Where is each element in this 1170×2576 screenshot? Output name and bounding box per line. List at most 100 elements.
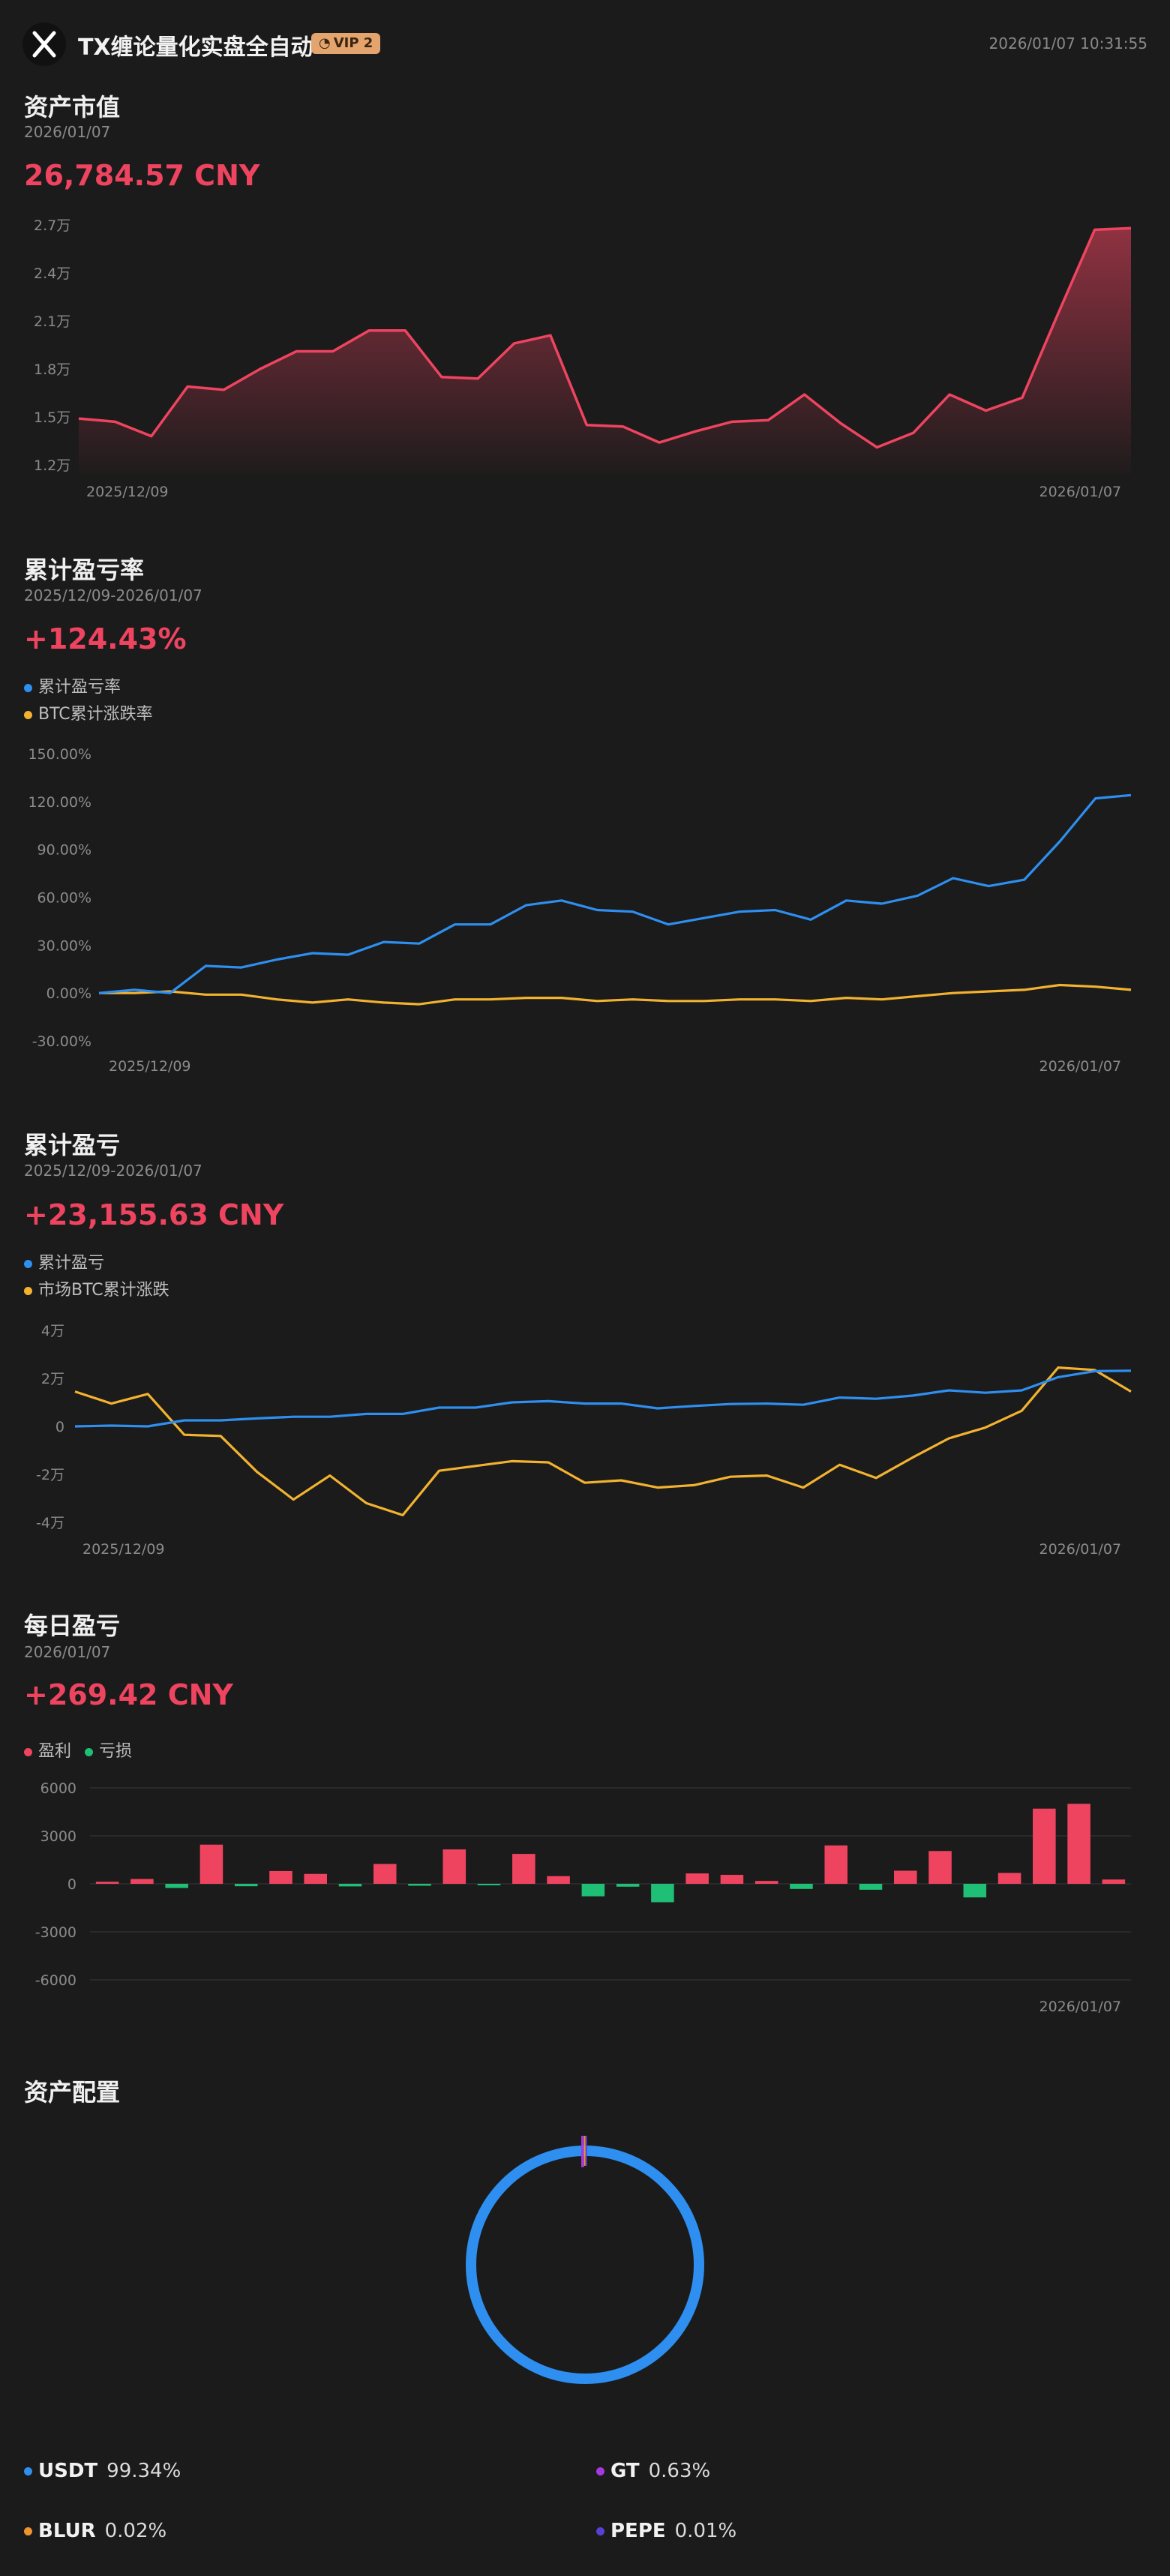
cum-pnl-chart: 4万 2万 0 -2万 -4万 2025/12/09 2026/01/07 — [36, 1323, 1132, 1558]
allocation-donut-chart — [466, 2136, 704, 2384]
allocation-pct: 0.02% — [104, 2520, 167, 2542]
y-tick-label: 3000 — [40, 1828, 76, 1845]
series-line — [74, 1369, 1132, 1428]
daily-bar — [304, 1873, 328, 1884]
allocation-name: GT — [610, 2460, 640, 2482]
donut-segment-blur — [584, 2136, 586, 2166]
daily-pnl-title: 每日盈亏 — [24, 1612, 121, 1640]
vip-label: VIP 2 — [333, 35, 374, 51]
legend-label: 市场BTC累计涨跌 — [38, 1281, 170, 1300]
cum-rate-date-range: 2025/12/09-2026/01/07 — [24, 586, 202, 604]
allocation-pct: 0.01% — [674, 2520, 737, 2542]
daily-bar — [200, 1844, 224, 1884]
daily-bar — [234, 1884, 258, 1887]
y-tick-label: 6000 — [40, 1780, 76, 1797]
daily-bar — [998, 1873, 1022, 1884]
x-logo-icon — [22, 22, 66, 66]
y-tick-label: 2.7万 — [34, 217, 70, 234]
legend-dot-icon — [85, 1747, 94, 1756]
y-tick-label: 150.00% — [28, 746, 92, 763]
legend-label: 盈利 — [38, 1742, 72, 1761]
y-tick-label: 1.5万 — [34, 409, 70, 426]
y-tick-label: 120.00% — [28, 794, 92, 811]
vip-icon: ◔ — [319, 35, 331, 51]
series-line — [78, 226, 1132, 449]
legend-profit: 盈利 — [24, 1738, 71, 1762]
legend-dot-icon — [24, 1747, 32, 1756]
y-tick-label: 2万 — [41, 1371, 64, 1387]
daily-bar — [963, 1884, 987, 1898]
y-tick-label: 1.8万 — [34, 361, 70, 378]
allocation-item-gt: GT 0.63% — [596, 2460, 710, 2482]
daily-bar — [477, 1884, 501, 1885]
x-tick-label: 2025/12/09 — [86, 484, 169, 500]
legend-dot-icon — [596, 2527, 604, 2536]
allocation-title: 资产配置 — [24, 2078, 121, 2107]
y-tick-label: 2.1万 — [34, 313, 70, 330]
asset-value-chart: 2.7万 2.4万 2.1万 1.8万 1.5万 1.2万 2025/12/09 2026/0… — [34, 217, 1132, 500]
daily-bar — [130, 1879, 154, 1884]
y-tick-label: 0 — [56, 1419, 64, 1435]
daily-bar — [581, 1884, 605, 1897]
legend-loss: 亏损 — [85, 1738, 132, 1762]
cum-rate-title: 累计盈亏率 — [24, 556, 145, 584]
daily-bar — [95, 1882, 119, 1884]
y-tick-label: 30.00% — [38, 937, 92, 954]
legend-dot-icon — [24, 710, 32, 719]
legend-label: 累计盈亏率 — [38, 678, 122, 697]
cum-rate-legend-2: BTC累计涨跌率 — [24, 700, 153, 724]
asset-value-amount: 26,784.57 CNY — [24, 159, 260, 192]
legend-label: 累计盈亏 — [38, 1254, 105, 1273]
daily-bar — [686, 1873, 709, 1884]
x-tick-label: 2025/12/09 — [82, 1541, 165, 1558]
daily-bar — [269, 1870, 292, 1884]
allocation-item-blur: BLUR 0.02% — [24, 2520, 166, 2542]
series-line — [98, 793, 1132, 994]
y-tick-label: 1.2万 — [34, 457, 70, 474]
daily-bar — [512, 1854, 536, 1884]
y-tick-label: -30.00% — [32, 1033, 92, 1050]
x-tick-label: 2026/01/07 — [1039, 1999, 1121, 2015]
allocation-name: USDT — [38, 2460, 98, 2482]
daily-bar — [720, 1875, 744, 1884]
legend-dot-icon — [24, 2527, 32, 2536]
y-tick-label: 2.4万 — [34, 265, 70, 282]
area-fill — [79, 228, 1131, 474]
x-tick-label: 2026/01/07 — [1039, 1058, 1121, 1075]
series-line — [74, 1366, 1132, 1516]
cum-pnl-legend-1: 累计盈亏 — [24, 1249, 104, 1273]
allocation-name: BLUR — [38, 2520, 96, 2542]
series-line — [99, 983, 1132, 1006]
y-tick-label: 4万 — [41, 1323, 64, 1339]
cum-pnl-legend-2: 市场BTC累计涨跌 — [24, 1276, 170, 1300]
legend-dot-icon — [24, 1259, 32, 1268]
legend-label: BTC累计涨跌率 — [38, 705, 153, 724]
allocation-pct: 99.34% — [106, 2460, 182, 2482]
asset-value-title: 资产市值 — [24, 93, 121, 121]
donut-segment-pepe — [585, 2136, 587, 2166]
timestamp: 2026/01/07 10:31:55 — [988, 34, 1148, 52]
legend-dot-icon — [596, 2467, 604, 2476]
cum-rate-chart: 150.00% 120.00% 90.00% 60.00% 30.00% 0.00% -30… — [28, 746, 1132, 1075]
y-tick-label: -3000 — [35, 1924, 76, 1941]
daily-bar — [338, 1884, 362, 1887]
cum-pnl-title: 累计盈亏 — [24, 1131, 121, 1159]
daily-bar — [442, 1849, 466, 1884]
daily-bar — [1033, 1808, 1056, 1884]
y-tick-label: 0 — [68, 1876, 76, 1893]
daily-bar — [616, 1884, 640, 1887]
y-tick-label: 60.00% — [38, 890, 92, 907]
y-tick-label: 0.00% — [46, 985, 92, 1002]
daily-bar — [928, 1851, 952, 1884]
daily-bar — [790, 1884, 813, 1889]
daily-bar — [859, 1884, 883, 1890]
allocation-pct: 0.63% — [648, 2460, 711, 2482]
cum-pnl-date-range: 2025/12/09-2026/01/07 — [24, 1162, 202, 1180]
cum-rate-legend-1: 累计盈亏率 — [24, 673, 121, 697]
daily-bar — [373, 1864, 397, 1884]
daily-bar — [754, 1881, 778, 1884]
daily-bar — [1067, 1804, 1090, 1884]
allocation-name: PEPE — [610, 2520, 666, 2542]
daily-bar — [893, 1870, 917, 1884]
legend-dot-icon — [24, 1286, 32, 1295]
